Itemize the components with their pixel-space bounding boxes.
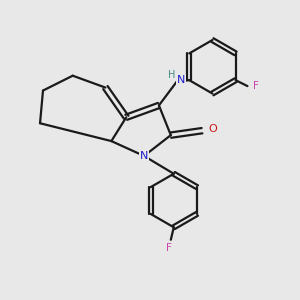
Text: N: N [140,151,148,161]
Text: N: N [177,75,185,85]
Text: F: F [167,243,172,253]
Text: H: H [168,70,175,80]
Text: O: O [208,124,217,134]
Text: F: F [253,81,259,91]
